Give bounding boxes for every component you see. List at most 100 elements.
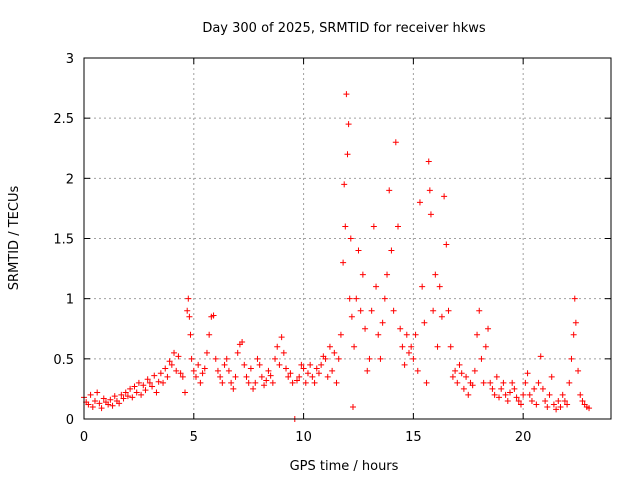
data-point [146, 379, 153, 386]
data-point [203, 349, 210, 356]
data-point [568, 355, 575, 362]
data-point [359, 271, 366, 278]
data-point [304, 370, 311, 377]
data-point [491, 391, 498, 398]
data-point [441, 193, 448, 200]
data-point [524, 370, 531, 377]
data-point [250, 385, 257, 392]
data-point [184, 307, 191, 314]
grid-lines [84, 58, 611, 419]
data-point [399, 343, 406, 350]
y-tick-label: 0.5 [53, 353, 74, 368]
data-point [276, 361, 283, 368]
data-point [280, 349, 287, 356]
data-point [517, 401, 524, 408]
x-tick-label: 10 [295, 430, 312, 445]
data-point [395, 223, 402, 230]
data-point [463, 373, 470, 380]
data-point [410, 355, 417, 362]
data-point [322, 355, 329, 362]
data-point [186, 313, 193, 320]
data-point [357, 307, 364, 314]
data-point [436, 283, 443, 290]
data-point [162, 365, 169, 372]
data-point [537, 353, 544, 360]
data-point [412, 331, 419, 338]
data-point [347, 235, 354, 242]
data-point [344, 151, 351, 158]
data-point [384, 271, 391, 278]
data-point [526, 391, 533, 398]
data-point [100, 395, 107, 402]
data-point [427, 211, 434, 218]
data-point [105, 401, 112, 408]
data-point [177, 370, 184, 377]
data-point [341, 181, 348, 188]
data-point [98, 405, 105, 412]
data-point [153, 389, 160, 396]
y-tick-label: 2.5 [53, 112, 74, 127]
data-point [528, 397, 535, 404]
data-point [311, 379, 318, 386]
data-point [434, 343, 441, 350]
data-point [232, 373, 239, 380]
data-point [432, 271, 439, 278]
data-point [133, 389, 140, 396]
data-point [221, 361, 228, 368]
data-point [197, 379, 204, 386]
data-point [171, 349, 178, 356]
data-point [498, 385, 505, 392]
data-point [302, 379, 309, 386]
data-point [421, 319, 428, 326]
data-point [263, 377, 270, 384]
data-point [379, 319, 386, 326]
data-point [160, 379, 167, 386]
data-point [377, 355, 384, 362]
data-point [471, 367, 478, 374]
data-point [256, 361, 263, 368]
data-point [375, 331, 382, 338]
data-point [182, 389, 189, 396]
data-point [329, 367, 336, 374]
data-point [140, 382, 147, 389]
data-point [343, 91, 350, 98]
data-point [504, 397, 511, 404]
data-point [195, 361, 202, 368]
data-point [122, 389, 129, 396]
plot-frame [83, 57, 612, 420]
data-point [452, 367, 459, 374]
data-point [586, 405, 593, 412]
data-point [575, 367, 582, 374]
data-point [188, 355, 195, 362]
data-point [520, 391, 527, 398]
data-point [480, 379, 487, 386]
data-point [539, 385, 546, 392]
data-point [217, 373, 224, 380]
data-point [513, 394, 520, 401]
data-point [460, 385, 467, 392]
data-point [111, 393, 118, 400]
data-point [109, 402, 116, 409]
data-point [346, 295, 353, 302]
data-point [388, 247, 395, 254]
data-point [571, 295, 578, 302]
data-point [85, 401, 92, 408]
data-point [381, 295, 388, 302]
data-point [533, 401, 540, 408]
x-tick-labels: 0 5 10 15 20 [80, 430, 532, 445]
data-point [331, 349, 338, 356]
data-point [296, 373, 303, 380]
data-point [373, 283, 380, 290]
data-point [201, 365, 208, 372]
data-point [577, 391, 584, 398]
y-tick-label: 2 [66, 172, 74, 187]
data-point [96, 400, 103, 407]
data-point [157, 370, 164, 377]
data-point [476, 307, 483, 314]
data-point [423, 379, 430, 386]
data-point [289, 379, 296, 386]
y-tick-labels: 0 0.5 1 1.5 2 2.5 3 [53, 52, 74, 428]
data-point [366, 355, 373, 362]
data-point [228, 379, 235, 386]
